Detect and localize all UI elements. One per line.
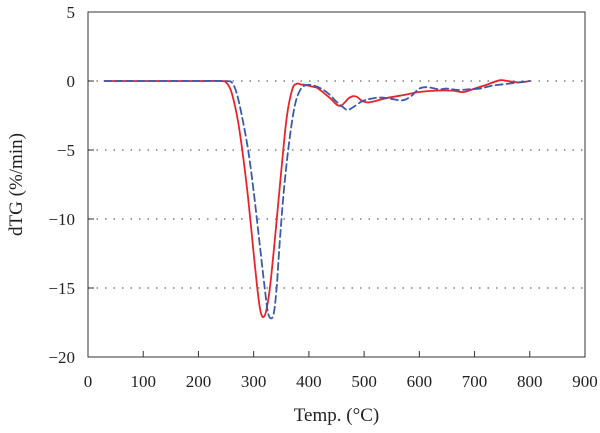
x-tick-label: 600 (407, 372, 433, 391)
plot-frame (87, 11, 586, 358)
y-axis-label: dTG (%/min) (6, 133, 27, 236)
series-line-dashed (103, 79, 531, 320)
x-tick-label: 300 (241, 372, 267, 391)
x-axis-label: Temp. (°C) (294, 405, 379, 426)
x-tick-label: 700 (462, 372, 488, 391)
y-tick-label: −10 (48, 210, 75, 229)
x-tick-label: 100 (130, 372, 156, 391)
y-tick-label: −15 (48, 279, 75, 298)
x-tick-label: 900 (572, 372, 598, 391)
grid-layer (88, 80, 585, 289)
tick-layer: 0 100 200 300 400 500 600 700 800 900 5 0 −5 −10 −15 −2… (48, 3, 597, 391)
y-tick-label: −5 (57, 141, 75, 160)
x-tick-label: 400 (296, 372, 322, 391)
x-tick-label: 500 (351, 372, 377, 391)
series-layer (103, 79, 531, 320)
y-tick-label: 0 (67, 72, 76, 91)
x-tick-label: 800 (517, 372, 543, 391)
x-tick-label: 0 (84, 372, 93, 391)
x-tick-label: 200 (186, 372, 212, 391)
y-tick-label: 5 (67, 3, 76, 22)
y-tick-label: −20 (48, 348, 75, 367)
series-line-solid (103, 79, 531, 318)
